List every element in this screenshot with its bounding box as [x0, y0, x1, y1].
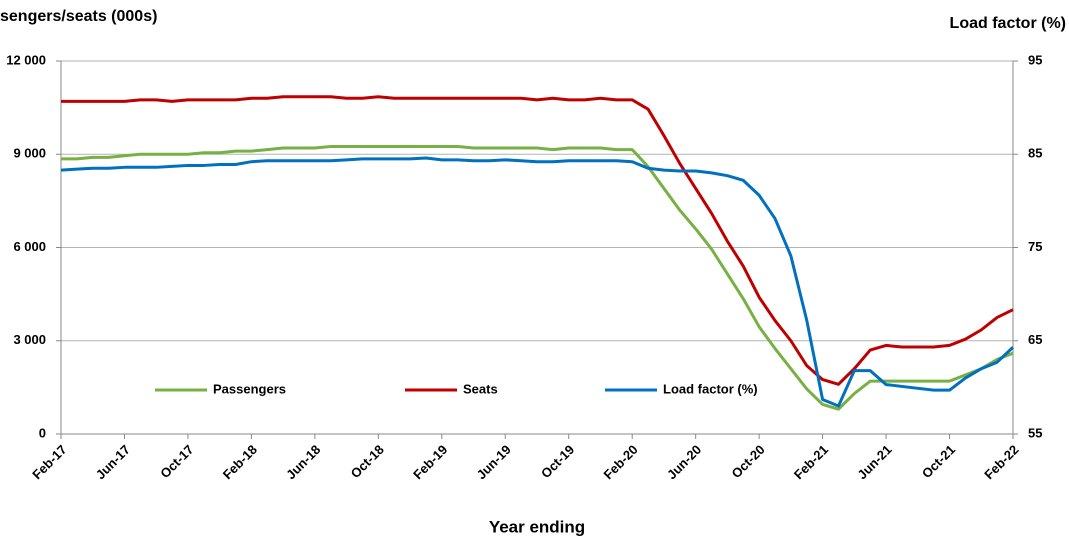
- x-tick-label: Jun-19: [474, 442, 514, 482]
- y-axis-title: sengers/seats (000s): [0, 8, 157, 25]
- x-tick-label: Oct-20: [728, 442, 767, 481]
- y2-tick-label: 95: [1028, 52, 1042, 67]
- x-tick-label: Jun-21: [854, 442, 894, 482]
- y2-tick-label: 65: [1028, 332, 1042, 347]
- x-tick-label: Oct-18: [348, 442, 387, 481]
- x-tick-label: Feb-19: [410, 442, 450, 482]
- x-tick-label: Feb-18: [220, 442, 260, 482]
- legend-label: Seats: [463, 381, 498, 396]
- y-tick-label: 0: [39, 425, 46, 440]
- x-tick-label: Oct-19: [538, 442, 577, 481]
- y2-tick-label: 75: [1028, 239, 1042, 254]
- y-tick-label: 12 000: [6, 52, 46, 67]
- x-tick-label: Feb-22: [981, 442, 1021, 482]
- legend-label: Passengers: [213, 381, 286, 396]
- x-axis-title: Year ending: [489, 517, 585, 536]
- x-tick-label: Oct-21: [919, 442, 958, 481]
- series-line: [60, 156, 1015, 408]
- legend-label: Load factor (%): [663, 381, 758, 396]
- y2-tick-label: 55: [1028, 425, 1042, 440]
- x-tick-label: Feb-17: [29, 442, 69, 482]
- series-line: [61, 144, 1014, 411]
- y-tick-label: 6 000: [13, 239, 46, 254]
- y-tick-label: 3 000: [13, 332, 46, 347]
- x-tick-label: Jun-17: [93, 442, 133, 482]
- y-tick-label: 9 000: [13, 146, 46, 161]
- y2-tick-label: 85: [1028, 146, 1042, 161]
- x-tick-label: Jun-20: [664, 442, 704, 482]
- x-tick-label: Jun-18: [283, 442, 323, 482]
- x-tick-label: Oct-17: [157, 442, 196, 481]
- x-tick-label: Feb-20: [601, 442, 641, 482]
- y2-axis-title: Load factor (%): [950, 15, 1066, 32]
- series-line: [61, 95, 1014, 386]
- x-tick-label: Feb-21: [791, 442, 831, 482]
